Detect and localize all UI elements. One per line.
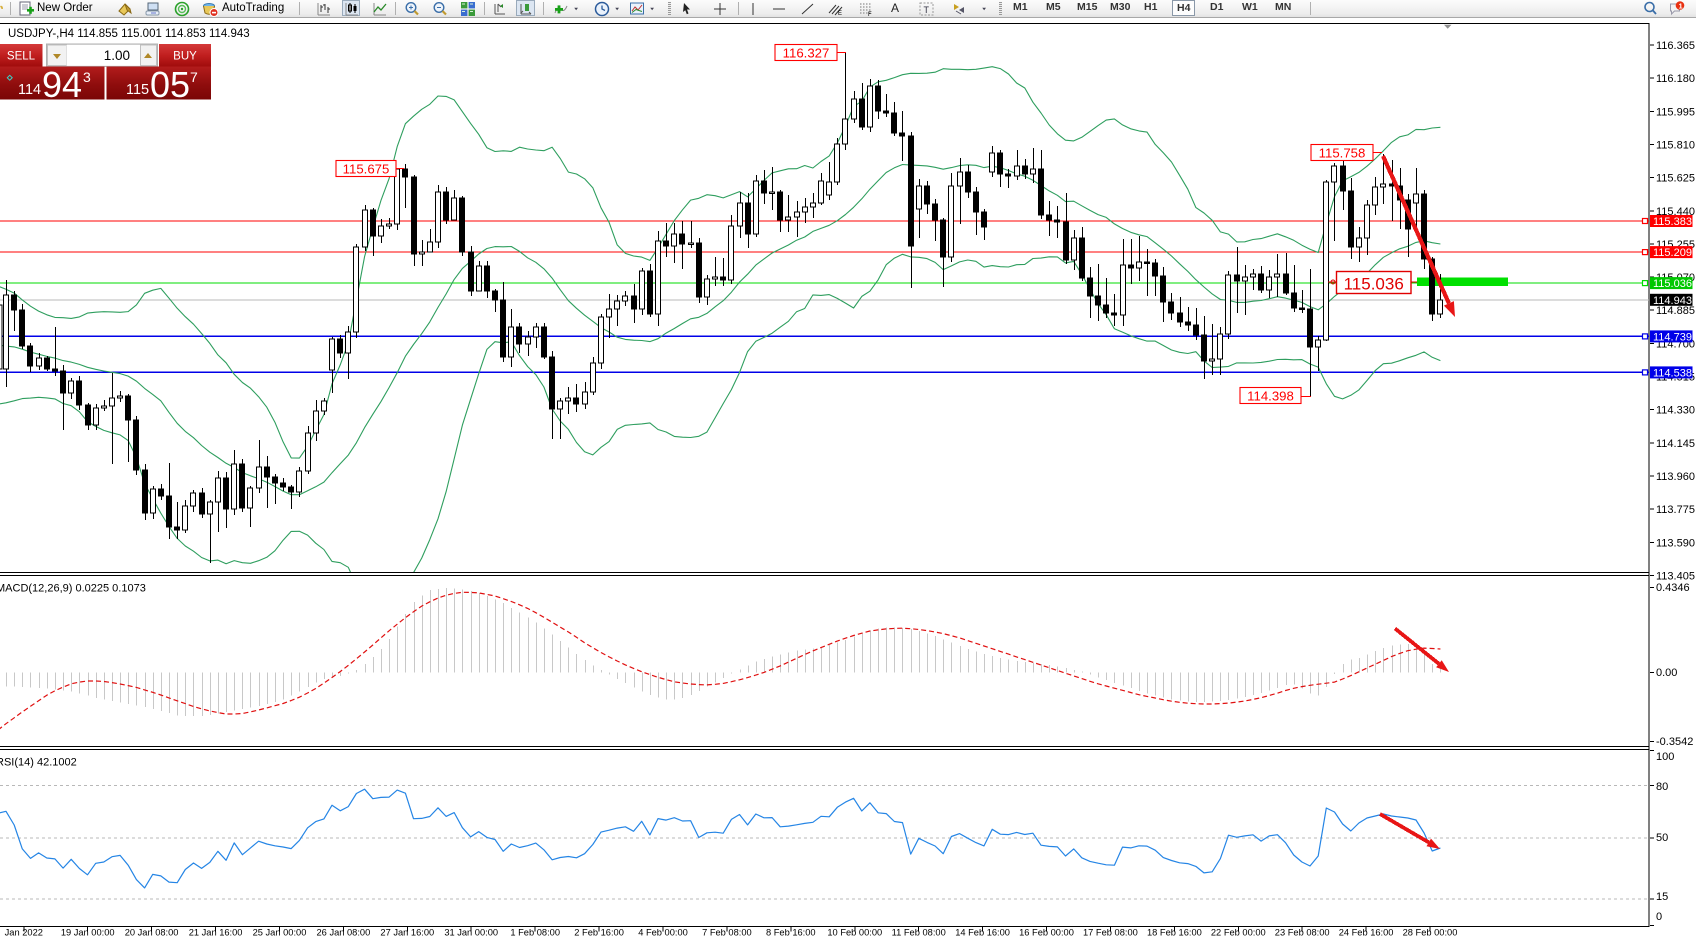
- svg-text:114.943: 114.943: [1653, 295, 1692, 307]
- svg-text:114.145: 114.145: [1656, 438, 1695, 450]
- svg-text:2 Feb 16:00: 2 Feb 16:00: [574, 928, 624, 937]
- svg-text:113.960: 113.960: [1656, 471, 1695, 483]
- svg-text:MACD(12,26,9) 0.0225 0.1073: MACD(12,26,9) 0.0225 0.1073: [0, 583, 146, 595]
- svg-text:17 Feb 08:00: 17 Feb 08:00: [1083, 928, 1138, 937]
- svg-text:18 Feb 16:00: 18 Feb 16:00: [1147, 928, 1202, 937]
- svg-text:USDJPY-,H4 114.855 115.001 11: USDJPY-,H4 114.855 115.001 114.853 114.9…: [8, 28, 250, 40]
- svg-text:05: 05: [150, 64, 190, 105]
- svg-text:114.739: 114.739: [1653, 331, 1692, 343]
- svg-text:115.625: 115.625: [1656, 173, 1695, 185]
- svg-text:26 Jan 08:00: 26 Jan 08:00: [317, 928, 371, 937]
- svg-text:14 Feb 16:00: 14 Feb 16:00: [955, 928, 1010, 937]
- svg-text:27 Jan 16:00: 27 Jan 16:00: [380, 928, 434, 937]
- svg-text:7: 7: [190, 69, 198, 85]
- svg-text:94: 94: [42, 64, 82, 105]
- svg-text:113.405: 113.405: [1656, 570, 1695, 582]
- svg-text:115: 115: [126, 82, 149, 98]
- svg-text:115.383: 115.383: [1653, 216, 1692, 228]
- svg-text:114.398: 114.398: [1247, 388, 1294, 403]
- svg-text:113.590: 113.590: [1656, 537, 1695, 549]
- svg-text:8 Feb 16:00: 8 Feb 16:00: [766, 928, 816, 937]
- svg-text:F: F: [868, 12, 872, 17]
- svg-text:E: E: [838, 11, 842, 17]
- svg-text:RSI(14) 42.1002: RSI(14) 42.1002: [0, 757, 77, 769]
- svg-text:28 Feb 00:00: 28 Feb 00:00: [1403, 928, 1458, 937]
- svg-text:0.00: 0.00: [1656, 667, 1677, 679]
- svg-text:114: 114: [18, 82, 41, 98]
- svg-text:1 Feb 08:00: 1 Feb 08:00: [510, 928, 560, 937]
- svg-text:114.885: 114.885: [1656, 305, 1695, 317]
- svg-text:1: 1: [1679, 2, 1683, 11]
- svg-text:114.538: 114.538: [1653, 367, 1692, 379]
- svg-text:100: 100: [1656, 751, 1674, 763]
- svg-text:115.675: 115.675: [343, 161, 390, 176]
- svg-text:115.036: 115.036: [1344, 275, 1404, 294]
- svg-text:SELL: SELL: [7, 51, 36, 63]
- svg-text:15: 15: [1656, 891, 1668, 903]
- svg-text:0: 0: [1656, 911, 1662, 923]
- svg-text:BUY: BUY: [173, 51, 197, 63]
- svg-text:11 Feb 08:00: 11 Feb 08:00: [892, 928, 946, 937]
- svg-text:115.758: 115.758: [1319, 145, 1366, 160]
- svg-text:116.327: 116.327: [783, 45, 830, 60]
- svg-text:10 Feb 00:00: 10 Feb 00:00: [827, 928, 882, 937]
- svg-text:116.180: 116.180: [1656, 73, 1695, 85]
- svg-text:22 Feb 00:00: 22 Feb 00:00: [1211, 928, 1266, 937]
- svg-text:115.036: 115.036: [1653, 278, 1692, 290]
- svg-text:114.330: 114.330: [1656, 405, 1695, 417]
- svg-text:115.209: 115.209: [1653, 247, 1692, 259]
- svg-text:115.995: 115.995: [1656, 106, 1695, 118]
- svg-text:50: 50: [1656, 832, 1668, 844]
- svg-text:113.775: 113.775: [1656, 504, 1695, 516]
- svg-text:24 Feb 16:00: 24 Feb 16:00: [1339, 928, 1394, 937]
- svg-text:-0.3542: -0.3542: [1656, 736, 1693, 748]
- svg-text:3: 3: [83, 69, 91, 85]
- svg-text:0.4346: 0.4346: [1656, 582, 1690, 594]
- svg-text:1.00: 1.00: [104, 48, 130, 63]
- svg-text:Jan 2022: Jan 2022: [5, 928, 43, 937]
- svg-text:116.365: 116.365: [1656, 40, 1695, 52]
- svg-text:115.440: 115.440: [1656, 206, 1695, 218]
- svg-text:19 Jan 00:00: 19 Jan 00:00: [61, 928, 115, 937]
- svg-text:23 Feb 08:00: 23 Feb 08:00: [1275, 928, 1330, 937]
- svg-text:16 Feb 00:00: 16 Feb 00:00: [1019, 928, 1074, 937]
- svg-text:4 Feb 00:00: 4 Feb 00:00: [638, 928, 688, 937]
- svg-text:31 Jan 00:00: 31 Jan 00:00: [444, 928, 498, 937]
- svg-text:T: T: [924, 5, 930, 15]
- svg-text:20 Jan 08:00: 20 Jan 08:00: [125, 928, 179, 937]
- svg-text:115.810: 115.810: [1656, 140, 1695, 152]
- svg-text:80: 80: [1656, 781, 1668, 793]
- svg-text:21 Jan 16:00: 21 Jan 16:00: [189, 928, 243, 937]
- svg-text:7 Feb 08:00: 7 Feb 08:00: [702, 928, 752, 937]
- svg-text:25 Jan 00:00: 25 Jan 00:00: [253, 928, 307, 937]
